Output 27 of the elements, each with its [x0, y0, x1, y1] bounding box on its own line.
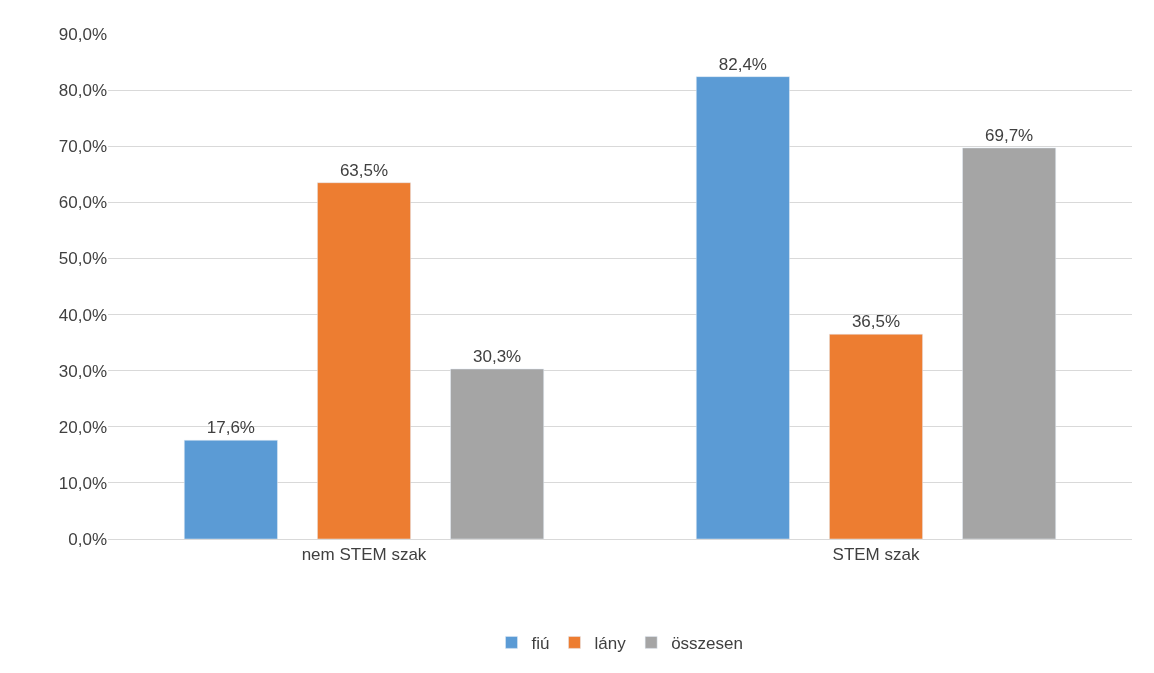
legend-label: fiú [531, 634, 550, 654]
x-tick-label: STEM szak [832, 545, 920, 565]
y-tick-label: 60,0% [58, 193, 107, 213]
data-label: 30,3% [473, 346, 522, 366]
y-tick-label: 50,0% [58, 249, 107, 269]
legend-label: összesen [671, 634, 743, 654]
y-tick-label: 40,0% [58, 305, 107, 325]
legend-label: lány [594, 634, 627, 654]
bar [962, 147, 1056, 539]
bar [829, 333, 923, 539]
y-tick-label: 80,0% [58, 81, 107, 101]
data-label: 69,7% [985, 125, 1034, 145]
bar [696, 76, 790, 539]
y-tick-label: 0,0% [68, 529, 107, 549]
x-tick-label: nem STEM szak [301, 545, 427, 565]
y-tick-label: 10,0% [58, 473, 107, 493]
bar [184, 439, 278, 539]
y-tick-label: 20,0% [58, 417, 107, 437]
data-label: 82,4% [718, 54, 767, 74]
data-label: 36,5% [851, 312, 901, 332]
y-tick-label: 30,0% [58, 361, 107, 381]
data-label: 17,6% [206, 418, 255, 438]
y-tick-label: 70,0% [58, 137, 107, 157]
bar [450, 368, 544, 539]
y-tick-label: 90,0% [58, 24, 107, 44]
data-label: 63,5% [339, 160, 389, 180]
bar [317, 182, 411, 539]
